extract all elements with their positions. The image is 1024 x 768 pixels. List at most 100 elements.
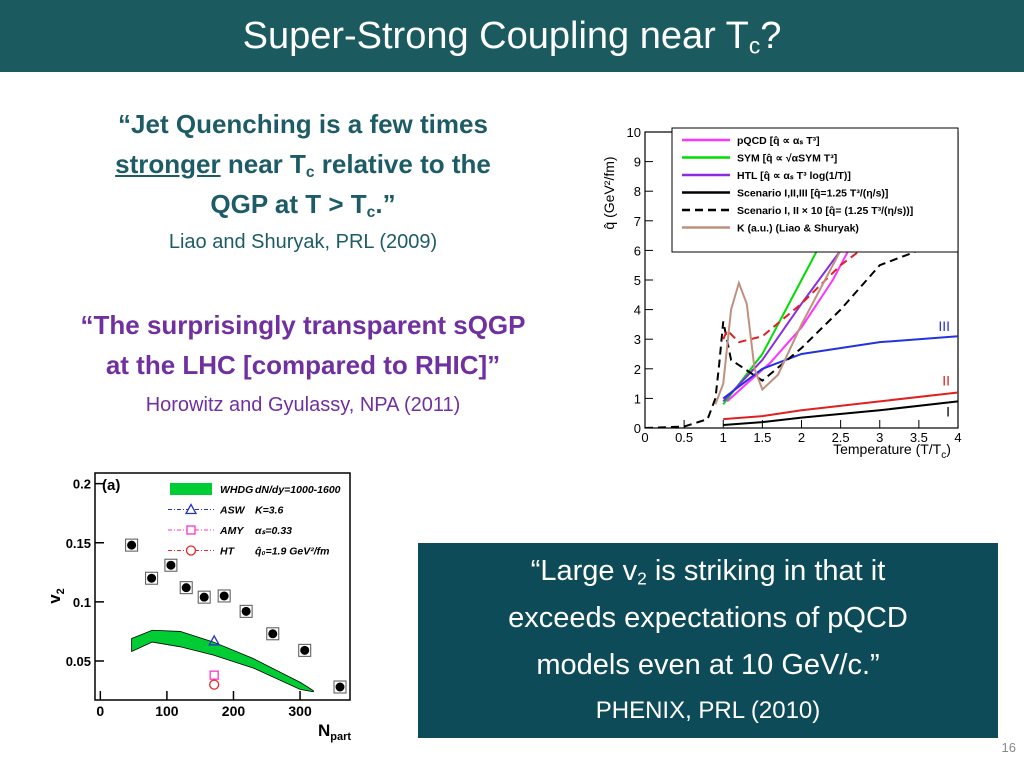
curve-label: I: [946, 404, 950, 420]
header: Super-Strong Coupling near Tc?: [0, 0, 1024, 72]
legend-name: AMY: [219, 525, 244, 537]
systematic-box: [145, 571, 159, 585]
label-subscript: part: [330, 731, 351, 743]
legend-label: K (a.u.) (Liao & Shuryak): [737, 223, 859, 235]
curve: [723, 400, 958, 427]
legend-name: ASW: [219, 505, 246, 517]
title-subscript: c: [748, 32, 761, 59]
quote-box: “Large v2 is striking in that it exceeds…: [418, 543, 998, 738]
legend-label: K=3.6: [255, 505, 283, 517]
y-tick-label: 0: [634, 421, 641, 436]
quote-2: “The surprisingly transparent sQGP at th…: [45, 308, 561, 428]
systematic-box: [298, 643, 312, 657]
quote-line: QGP at T > Tc.”: [60, 189, 546, 222]
y-tick-label: 0.05: [66, 654, 91, 669]
curve: [722, 249, 861, 344]
data-point: [219, 591, 229, 601]
curve: [722, 249, 819, 405]
data-point: [147, 573, 157, 583]
quote-line: “Large v2 is striking in that it: [418, 555, 998, 589]
quote-line: models even at 10 GeV/c.”: [536, 649, 880, 681]
marker: [208, 634, 221, 646]
quote-text: QGP at T > T: [210, 189, 367, 219]
quote-line: at the LHC [compared to RHIC]”: [105, 350, 501, 380]
x-axis-label: Temperature (T/Tc): [833, 441, 951, 461]
x-tick-label: 1.5: [753, 430, 771, 445]
quote-line: exceeds expectations of pQCD: [508, 602, 908, 634]
citation: Liao and Shuryak, PRL (2009): [168, 231, 438, 253]
label-text: ): [946, 441, 951, 457]
y-tick-label: 9: [634, 155, 641, 170]
data-point: [335, 682, 345, 692]
legend-label: pQCD [q̂ ∝ αₛ T³]: [737, 135, 820, 147]
x-tick-label: 100: [155, 703, 179, 719]
x-tick-label: 0: [96, 703, 104, 719]
y-tick-label: 0.15: [66, 536, 91, 551]
systematic-box: [125, 538, 139, 552]
y-tick-label: 4: [634, 303, 641, 318]
legend: pQCD [q̂ ∝ αₛ T³] SYM [q̂ ∝ √αSYM T³] HTL …: [671, 127, 959, 253]
data-point: [181, 583, 191, 593]
marker: [185, 545, 197, 556]
curve: [714, 249, 842, 405]
systematic-box: [179, 581, 193, 595]
y-tick-label: 5: [634, 273, 641, 288]
quote-text: near T: [220, 149, 306, 179]
systematic-box: [164, 558, 178, 572]
label-text: v: [50, 594, 64, 604]
axes: 0 0.5 1 1.5 2 2.5 3 3.5 4 0 1 2 3 4 5 6 7 8 9 10: [627, 125, 962, 445]
title-end: ?: [760, 15, 782, 57]
marker: [209, 679, 220, 690]
y-tick-label: 8: [634, 184, 641, 199]
curve: [723, 391, 958, 421]
y-tick-label: 0.1: [73, 595, 91, 610]
x-tick-label: 3: [876, 430, 883, 445]
legend-label: dN/dy=1000-1600: [255, 484, 341, 496]
quote-text: “Large v: [530, 555, 638, 587]
systematic-box: [217, 589, 231, 603]
curve: [722, 249, 842, 403]
qhat-figure: 0 0.5 1 1.5 2 2.5 3 3.5 4 0 1 2 3 4 5 6 7 8 9 10 q̂ (GeV²/f…: [601, 125, 962, 461]
marker: [186, 525, 196, 535]
x-tick-label: 300: [288, 703, 312, 719]
label-subscript: c: [941, 450, 946, 461]
x-tick-label: 4: [954, 430, 961, 445]
quote-line: stronger near Tc relative to the: [60, 149, 546, 182]
curve: [726, 249, 850, 403]
legend-label: Scenario I,II,III [q̂=1.25 T³/(η/s)]: [737, 188, 888, 200]
legend-box: [671, 127, 959, 253]
quote-text: relative to the: [314, 149, 491, 179]
curve: [722, 335, 958, 400]
data-point: [127, 540, 137, 550]
x-tick-label: 200: [222, 703, 246, 719]
x-tick-label: 2.5: [832, 430, 850, 445]
legend-label: αₛ=0.33: [255, 525, 292, 537]
legend-label: Scenario I, II × 10 [q̂= (1.25 T³/(η/s))…: [737, 205, 913, 217]
curve-label: III: [938, 318, 950, 334]
v2-figure: 0 100 200 300 0.05 0.1 0.15 0.2 (a) v2 Npart WH…: [50, 472, 351, 743]
underlined-word: stronger: [115, 149, 221, 179]
y-tick-label: 10: [627, 125, 641, 140]
x-tick-label: 2: [798, 430, 805, 445]
data-point: [268, 629, 278, 639]
y-tick-label: 2: [634, 362, 641, 377]
systematic-box: [333, 680, 347, 694]
systematic-box: [197, 590, 211, 604]
y-tick-label: 0.2: [73, 477, 91, 492]
subscript: 2: [637, 568, 647, 589]
quote-line: “The surprisingly transparent sQGP: [80, 310, 526, 340]
data-point: [199, 592, 209, 602]
axes: 0 100 200 300 0.05 0.1 0.15 0.2: [66, 477, 312, 719]
citation: PHENIX, PRL (2010): [595, 697, 821, 724]
y-axis-label: q̂ (GeV²/fm): [601, 156, 617, 229]
legend: WHDG dN/dy=1000-1600 ASW K=3.6 AMY αₛ=0.33 HT q…: [168, 483, 341, 558]
plot-frame: [94, 472, 351, 701]
title: Super-Strong Coupling near T: [242, 15, 749, 57]
quote-text: is striking in that it: [646, 555, 886, 587]
y-tick-label: 6: [634, 243, 641, 258]
x-axis-label: Npart: [318, 721, 351, 743]
legend-name: HT: [220, 546, 236, 558]
legend-label: SYM [q̂ ∝ √αSYM T³]: [737, 153, 837, 165]
legend-label: HTL [q̂ ∝ αₛ T³ log(1/T)]: [737, 170, 851, 182]
